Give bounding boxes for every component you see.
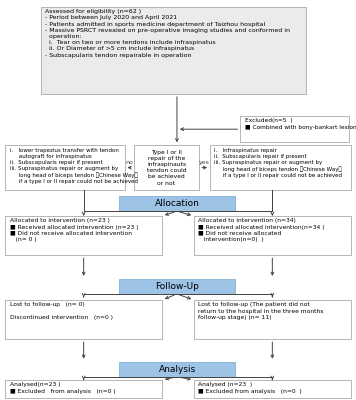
FancyBboxPatch shape (194, 300, 351, 339)
FancyBboxPatch shape (240, 116, 349, 142)
Text: Analysed (n=23  )
■ Excluded from analysis   (n=0  ): Analysed (n=23 ) ■ Excluded from analysi… (198, 382, 302, 394)
FancyBboxPatch shape (194, 380, 351, 398)
Text: Analysed(n=23 )
■ Excluded   from analysis   (n=0 ): Analysed(n=23 ) ■ Excluded from analysis… (10, 382, 115, 394)
Text: Excluded(n=5  )
■ Combined with bony-bankart lesion(n=5): Excluded(n=5 ) ■ Combined with bony-bank… (245, 118, 356, 130)
Text: Analysis: Analysis (158, 365, 196, 374)
Text: Lost to follow-up (The patient did not
return to the hospital in the three month: Lost to follow-up (The patient did not r… (198, 302, 324, 320)
Text: Allocated to intervention (n=34)
■ Received allocated intervention(n=34 )
■ Did : Allocated to intervention (n=34) ■ Recei… (198, 218, 325, 242)
FancyBboxPatch shape (194, 216, 351, 255)
Text: Assessed for eligibility (n=62 )
- Period between July 2020 and April 2021
- Pat: Assessed for eligibility (n=62 ) - Perio… (45, 9, 290, 58)
Text: i.   lower trapezius transfer with tendon
     autograft for infraspinatus
ii.  : i. lower trapezius transfer with tendon … (10, 148, 138, 184)
FancyBboxPatch shape (119, 196, 235, 211)
Text: yes: yes (199, 160, 209, 165)
FancyBboxPatch shape (210, 145, 351, 190)
Text: Lost to follow-up   (n= 0)

Discontinued intervention   (n=0 ): Lost to follow-up (n= 0) Discontinued in… (10, 302, 112, 320)
FancyBboxPatch shape (5, 380, 162, 398)
Text: Type I or II
repair of the
infraspinauts
tendon could
be achieved
or not: Type I or II repair of the infraspinauts… (147, 150, 186, 186)
Text: i.   Infraspinatus repair
ii.  Subscapularis repair if present
iii. Supraspinatu: i. Infraspinatus repair ii. Subscapulari… (214, 148, 342, 178)
Text: no: no (125, 160, 133, 165)
FancyBboxPatch shape (41, 7, 306, 94)
FancyBboxPatch shape (134, 145, 199, 190)
Text: Allocation: Allocation (155, 199, 200, 208)
FancyBboxPatch shape (5, 300, 162, 339)
Text: Allocated to intervention (n=23 )
■ Received allocated intervention (n=23 )
■ Di: Allocated to intervention (n=23 ) ■ Rece… (10, 218, 138, 242)
FancyBboxPatch shape (5, 145, 125, 190)
FancyBboxPatch shape (119, 362, 235, 377)
FancyBboxPatch shape (119, 279, 235, 294)
Text: Follow-Up: Follow-Up (155, 282, 199, 291)
FancyBboxPatch shape (5, 216, 162, 255)
